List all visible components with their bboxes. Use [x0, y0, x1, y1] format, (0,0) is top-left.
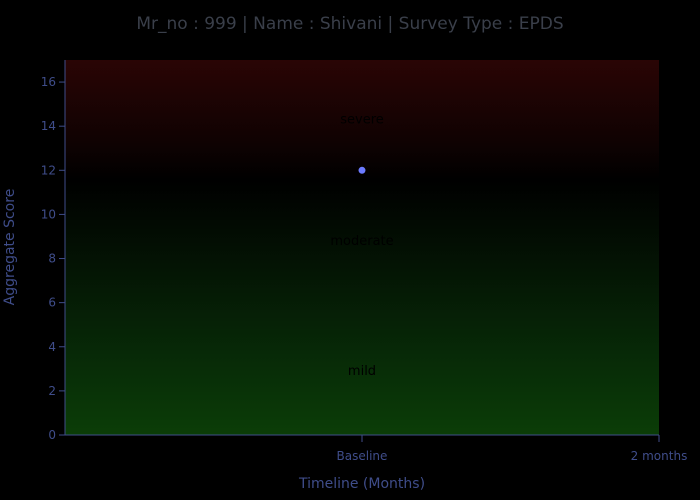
x-axis-title: Timeline (Months)	[298, 476, 425, 492]
band-labels: mild moderate severe	[330, 113, 393, 379]
y-tick-label: 16	[41, 75, 56, 89]
x-tick-label: Baseline	[337, 449, 388, 463]
y-tick-label: 6	[48, 296, 56, 310]
x-axis: Baseline 2 months	[65, 434, 688, 463]
plot-background	[65, 60, 659, 435]
y-tick-label: 2	[48, 384, 56, 398]
y-tick-label: 8	[48, 252, 56, 266]
y-tick-label: 0	[48, 428, 56, 442]
band-label-moderate: moderate	[330, 234, 393, 249]
data-point	[358, 166, 366, 174]
y-tick-label: 10	[41, 207, 56, 221]
y-tick-label: 12	[41, 163, 56, 177]
band-label-mild: mild	[348, 364, 376, 379]
chart-title: Mr_no : 999 | Name : Shivani | Survey Ty…	[136, 14, 563, 34]
x-tick-label: 2 months	[631, 449, 688, 463]
y-axis-title: Aggregate Score	[2, 189, 18, 306]
y-axis: 0 2 4 6 8 10 12 14 16	[41, 60, 66, 442]
band-label-severe: severe	[340, 113, 384, 128]
y-tick-label: 4	[48, 340, 56, 354]
y-tick-label: 14	[41, 119, 56, 133]
data-points	[358, 166, 366, 174]
